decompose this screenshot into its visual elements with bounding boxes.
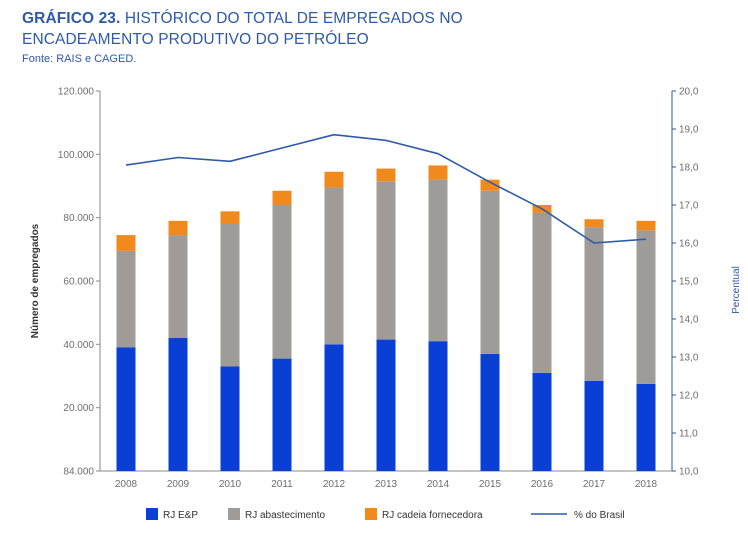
x-tick-label: 2016 <box>531 479 554 490</box>
x-tick-label: 2018 <box>635 479 658 490</box>
bar-abastecimento-2018 <box>636 230 656 384</box>
y-right-tick-label: 12,0 <box>679 391 699 402</box>
legend-ep-label: RJ E&P <box>163 510 198 521</box>
bar-fornecedora-2015 <box>480 179 500 191</box>
bar-ep-2009 <box>168 338 188 471</box>
chart-legend: RJ E&P RJ abastecimento RJ cadeia forneced… <box>146 508 625 521</box>
bar-abastecimento-2012 <box>324 187 344 345</box>
y-right-tick-label: 19,0 <box>679 125 699 136</box>
bar-abastecimento-2013 <box>376 181 396 340</box>
y-right-tick-label: 10,0 <box>679 467 699 478</box>
bar-ep-2017 <box>584 380 604 471</box>
y-left-tick-label: 80.000 <box>63 213 94 224</box>
legend-fornecedora-swatch <box>365 508 377 520</box>
y-right-tick-label: 18,0 <box>679 163 699 174</box>
y-axis-left-title: Número de empregados <box>30 223 41 338</box>
bar-fornecedora-2008 <box>116 235 136 251</box>
y-left-tick-label: 40.000 <box>63 340 94 351</box>
x-tick-label: 2008 <box>115 479 138 490</box>
bar-abastecimento-2015 <box>480 190 500 354</box>
y-right-tick-label: 20,0 <box>679 87 699 98</box>
y-axis-right-title: Percentual <box>731 266 742 314</box>
x-tick-label: 2017 <box>583 479 606 490</box>
y-right-tick-label: 15,0 <box>679 277 699 288</box>
y-right-tick-label: 17,0 <box>679 201 699 212</box>
x-tick-label: 2012 <box>323 479 346 490</box>
x-tick-label: 2014 <box>427 479 450 490</box>
chart-title: GRÁFICO 23. HISTÓRICO DO TOTAL DE EMPREG… <box>22 8 722 50</box>
legend-fornecedora-label: RJ cadeia fornecedora <box>382 510 483 521</box>
bar-ep-2016 <box>532 372 552 471</box>
y-left-tick-label: 60.000 <box>63 277 94 288</box>
bar-ep-2011 <box>272 358 292 471</box>
x-tick-label: 2011 <box>271 479 293 490</box>
bar-fornecedora-2011 <box>272 190 292 205</box>
bar-ep-2012 <box>324 344 344 471</box>
y-right-tick-label: 16,0 <box>679 239 699 250</box>
percent-brasil-line <box>125 133 647 244</box>
x-tick-label: 2015 <box>479 479 502 490</box>
bar-abastecimento-2017 <box>584 227 604 381</box>
chart-axes: 84.000 20.000 40.000 60.000 80.000 100.000 120… <box>30 87 742 491</box>
y-right-tick-label: 13,0 <box>679 353 699 364</box>
bar-fornecedora-2017 <box>584 219 604 228</box>
bar-ep-2014 <box>428 341 448 471</box>
chart-title-line2: ENCADEAMENTO PRODUTIVO DO PETRÓLEO <box>22 31 369 48</box>
legend-abastecimento-swatch <box>228 508 240 520</box>
chart-title-line1: HISTÓRICO DO TOTAL DE EMPREGADOS NO <box>124 10 463 27</box>
y-left-tick-label: 20.000 <box>63 403 94 414</box>
percent-line-layer <box>125 133 647 244</box>
y-right-tick-label: 11,0 <box>679 429 698 440</box>
chart-bars <box>116 165 656 471</box>
x-tick-label: 2010 <box>219 479 242 490</box>
bar-fornecedora-2013 <box>376 168 396 182</box>
legend-abastecimento-label: RJ abastecimento <box>245 510 325 521</box>
bar-abastecimento-2011 <box>272 205 292 359</box>
legend-ep-swatch <box>146 508 158 520</box>
legend-line-label: % do Brasil <box>574 510 625 521</box>
bar-abastecimento-2008 <box>116 250 136 348</box>
y-left-tick-label: 100.000 <box>58 150 95 161</box>
bar-abastecimento-2010 <box>220 224 240 367</box>
bar-abastecimento-2009 <box>168 235 188 338</box>
bar-ep-2018 <box>636 383 656 471</box>
y-left-tick-label: 84.000 <box>63 467 94 478</box>
bar-fornecedora-2014 <box>428 165 448 180</box>
x-tick-label: 2009 <box>167 479 190 490</box>
bar-ep-2010 <box>220 366 240 471</box>
chart-source: Fonte: RAIS e CAGED. <box>22 53 137 65</box>
y-left-tick-label: 120.000 <box>58 87 95 98</box>
bar-fornecedora-2010 <box>220 211 240 224</box>
bar-abastecimento-2016 <box>532 212 552 373</box>
bar-ep-2008 <box>116 347 136 471</box>
bar-fornecedora-2018 <box>636 220 656 231</box>
x-tick-label: 2013 <box>375 479 398 490</box>
y-right-tick-label: 14,0 <box>679 315 699 326</box>
bar-abastecimento-2014 <box>428 179 448 342</box>
bar-ep-2013 <box>376 339 396 471</box>
bar-ep-2015 <box>480 353 500 471</box>
bar-fornecedora-2009 <box>168 220 188 236</box>
bar-fornecedora-2012 <box>324 171 344 188</box>
chart-title-number: GRÁFICO 23. <box>22 10 121 27</box>
